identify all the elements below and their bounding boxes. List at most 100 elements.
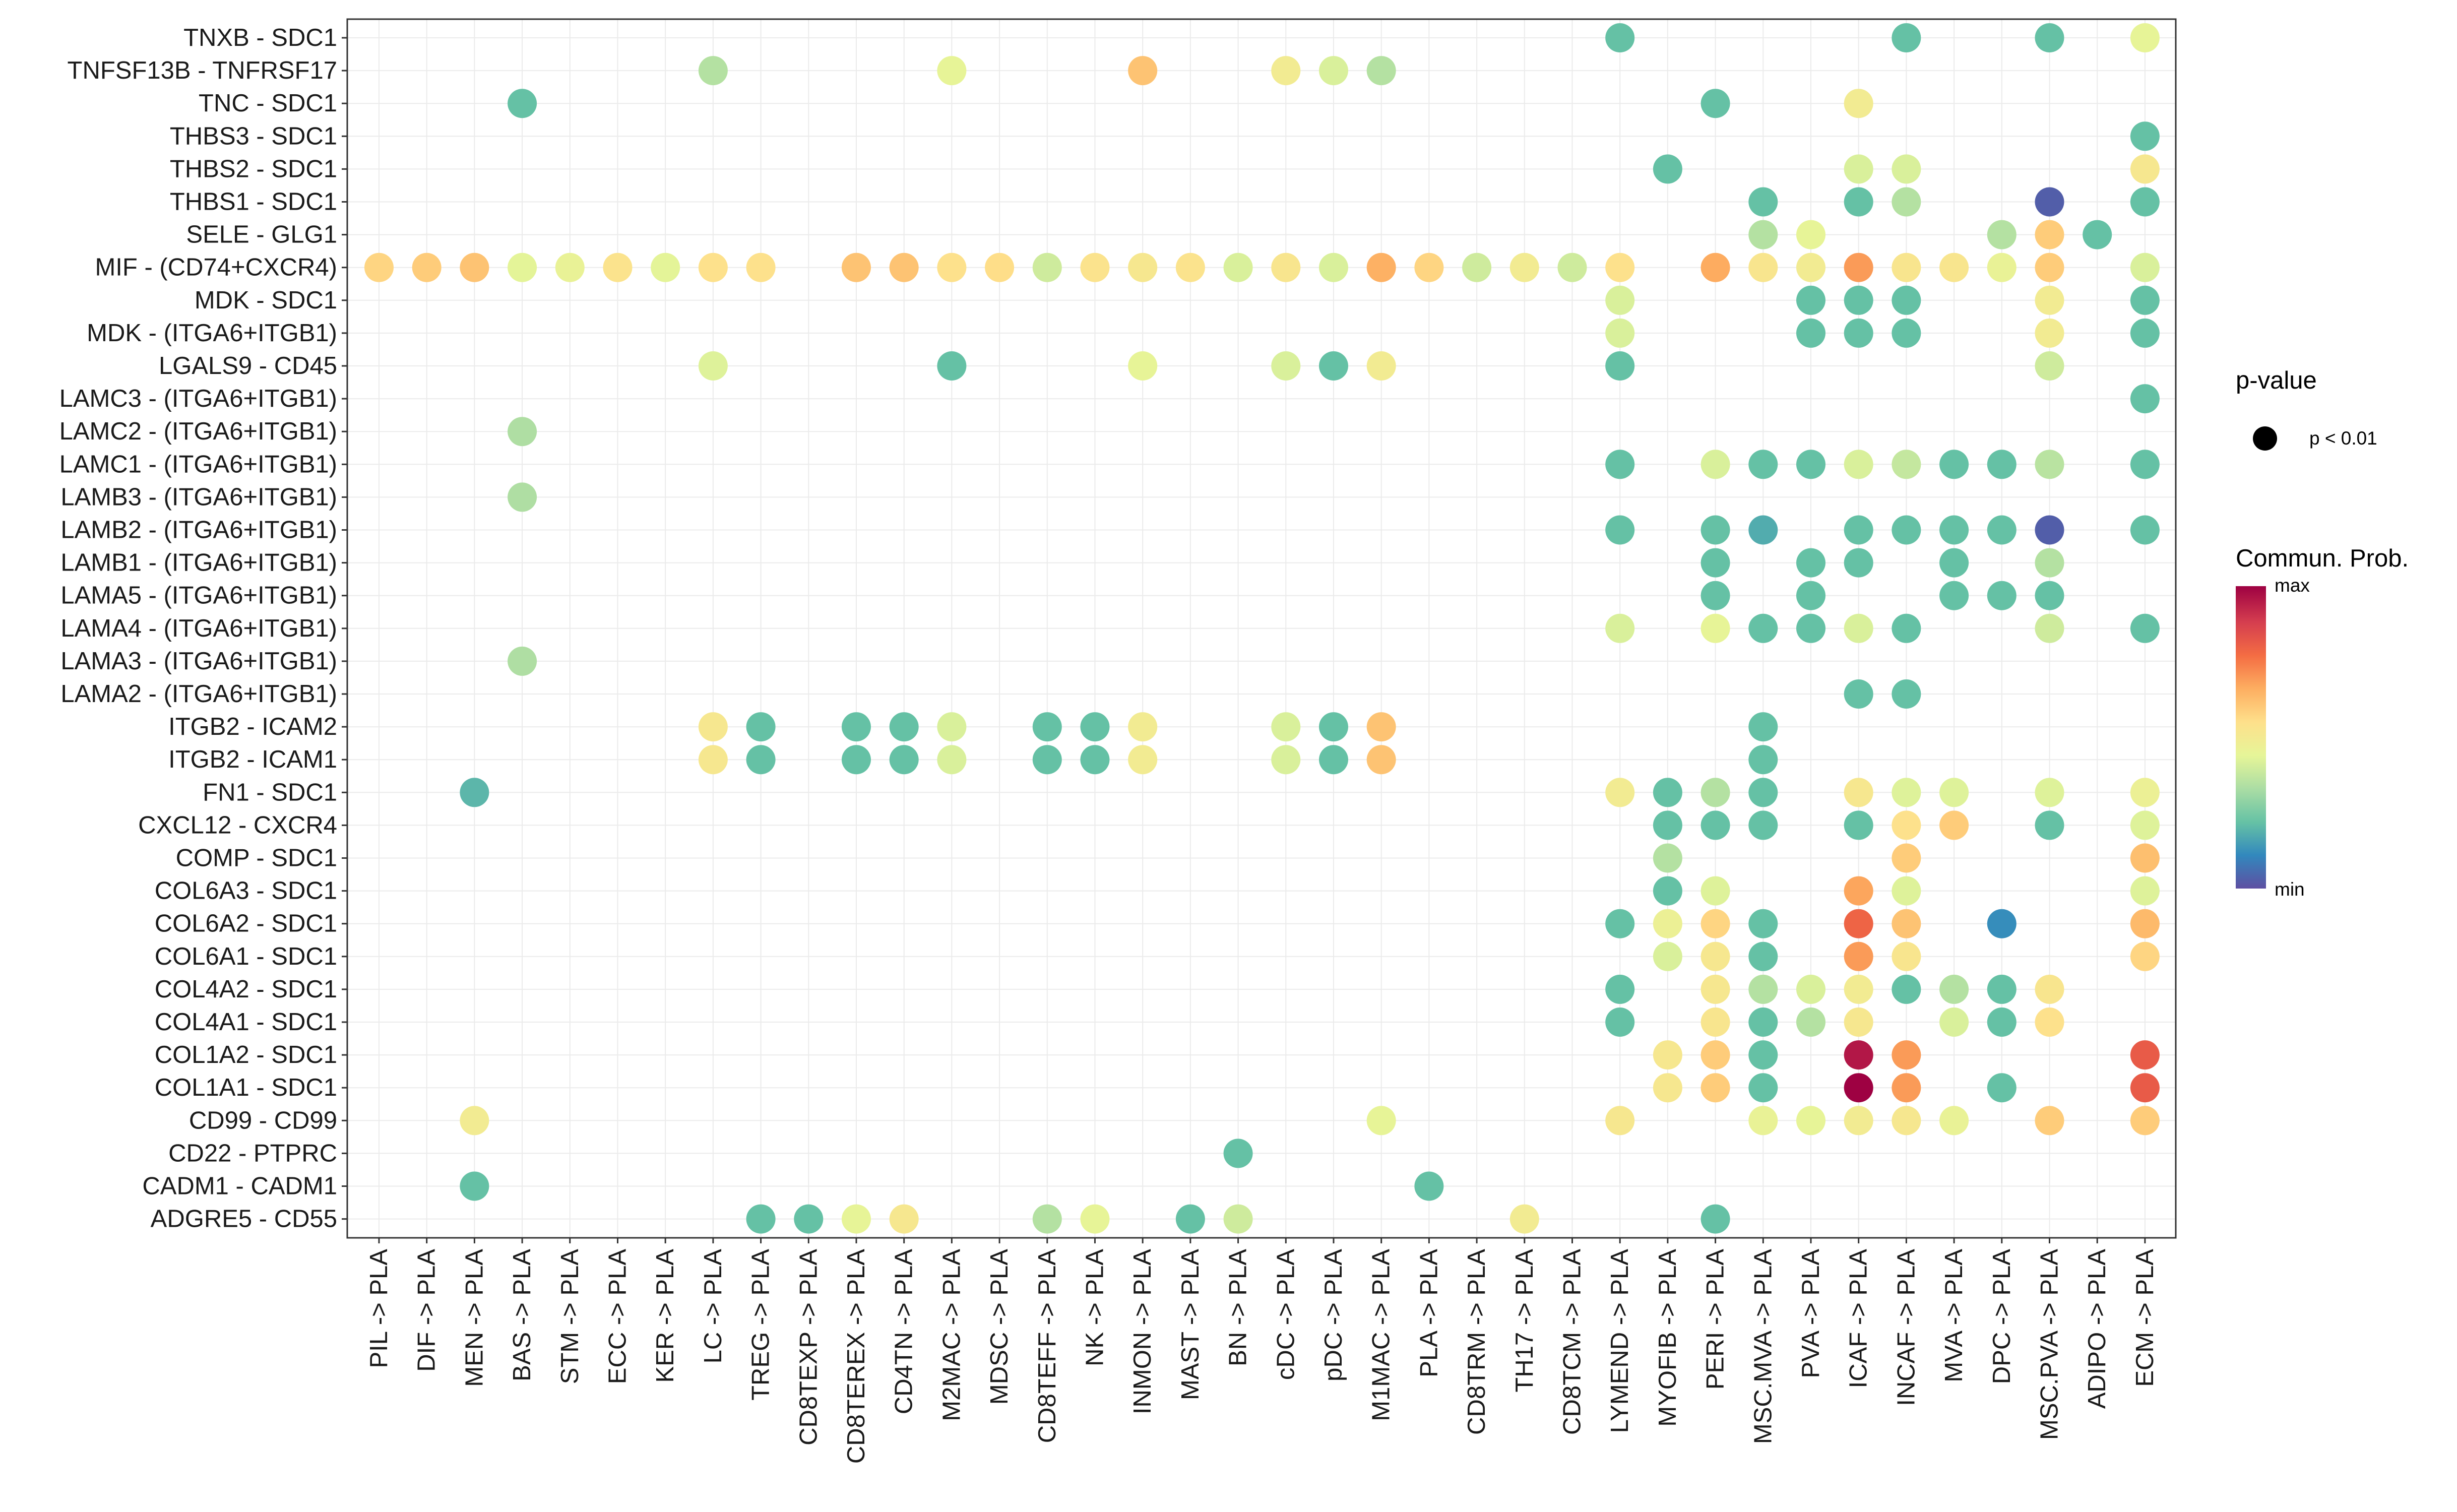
prob-legend-title: Commun. Prob. — [2236, 545, 2409, 572]
data-point — [842, 745, 871, 775]
data-point — [2035, 318, 2064, 348]
data-point — [1700, 974, 1730, 1004]
data-point — [937, 56, 967, 86]
data-point — [842, 712, 871, 742]
data-point — [1462, 253, 1492, 282]
data-point — [1366, 253, 1396, 282]
data-point — [1605, 974, 1635, 1004]
data-point — [1796, 1106, 1825, 1136]
data-point — [1939, 810, 1969, 840]
y-tick-label: SELE - GLG1 — [186, 221, 337, 248]
data-point — [889, 712, 919, 742]
data-point — [1605, 909, 1635, 938]
y-tick-label: THBS2 - SDC1 — [170, 155, 337, 182]
y-tick-label: COMP - SDC1 — [176, 845, 337, 872]
data-point — [2130, 810, 2160, 840]
pvalue-legend-title: p-value — [2236, 367, 2317, 394]
data-point — [1892, 285, 1921, 315]
data-point — [1796, 253, 1825, 282]
x-tick-label: MDSC -> PLA — [986, 1249, 1013, 1405]
y-tick-label: LAMB3 - (ITGA6+ITGB1) — [60, 483, 337, 511]
data-point — [1700, 1007, 1730, 1037]
data-point — [1366, 745, 1396, 775]
data-point — [1844, 1106, 1873, 1136]
data-point — [698, 253, 728, 282]
y-tick-label: COL1A2 - SDC1 — [155, 1041, 337, 1068]
pvalue-legend-label: p < 0.01 — [2309, 428, 2377, 449]
y-tick-label: MIF - (CD74+CXCR4) — [95, 254, 337, 281]
data-point — [1319, 712, 1348, 742]
data-point — [1748, 1106, 1778, 1136]
data-point — [1032, 253, 1062, 282]
data-point — [2130, 909, 2160, 938]
data-point — [1223, 253, 1253, 282]
data-point — [2130, 515, 2160, 545]
data-point — [1748, 745, 1778, 775]
data-point — [1892, 1073, 1921, 1103]
y-tick-label: LAMC1 - (ITGA6+ITGB1) — [59, 451, 337, 478]
data-point — [889, 1204, 919, 1234]
data-point — [1700, 1073, 1730, 1103]
data-point — [1748, 187, 1778, 217]
data-point — [698, 351, 728, 381]
y-tick-label: ADGRE5 - CD55 — [151, 1206, 337, 1233]
y-tick-label: CD99 - CD99 — [189, 1107, 337, 1134]
data-point — [1748, 810, 1778, 840]
y-tick-label: TNFSF13B - TNFRSF17 — [68, 57, 337, 84]
x-tick-label: ADIPO -> PLA — [2084, 1249, 2111, 1409]
x-tick-label: TREG -> PLA — [747, 1249, 775, 1401]
data-point — [460, 253, 489, 282]
data-point — [1319, 253, 1348, 282]
data-point — [1844, 679, 1873, 709]
data-point — [1748, 712, 1778, 742]
x-tick-label: STM -> PLA — [556, 1249, 584, 1384]
data-point — [1939, 581, 1969, 610]
data-point — [2035, 974, 2064, 1004]
data-points — [364, 23, 2160, 1234]
x-tick-label: MYOFIB -> PLA — [1654, 1249, 1681, 1427]
data-point — [1700, 515, 1730, 545]
prob-legend-max: max — [2275, 575, 2310, 596]
data-point — [1892, 974, 1921, 1004]
x-tick-label: INCAF -> PLA — [1893, 1249, 1920, 1406]
data-point — [2035, 187, 2064, 217]
y-axis-labels: TNXB - SDC1 TNFSF13B - TNFRSF17 TNC - SDC1… — [59, 24, 347, 1233]
data-point — [1700, 89, 1730, 118]
data-point — [1700, 613, 1730, 643]
data-point — [1987, 515, 2017, 545]
y-tick-label: TNXB - SDC1 — [183, 24, 337, 51]
data-point — [2130, 384, 2160, 414]
data-point — [1080, 253, 1110, 282]
data-point — [1939, 778, 1969, 807]
prob-legend-min: min — [2275, 879, 2305, 900]
data-point — [1080, 745, 1110, 775]
data-point — [1700, 909, 1730, 938]
y-tick-label: LAMC2 - (ITGA6+ITGB1) — [59, 418, 337, 445]
y-tick-label: LAMA4 - (ITGA6+ITGB1) — [60, 615, 337, 642]
data-point — [1892, 613, 1921, 643]
data-point — [1605, 351, 1635, 381]
data-point — [1748, 1007, 1778, 1037]
x-tick-label: ECM -> PLA — [2131, 1249, 2159, 1387]
data-point — [1175, 253, 1205, 282]
x-tick-label: INMON -> PLA — [1129, 1249, 1156, 1414]
x-tick-label: M1MAC -> PLA — [1368, 1249, 1395, 1421]
x-tick-label: PIL -> PLA — [365, 1249, 393, 1368]
data-point — [1032, 1204, 1062, 1234]
data-point — [889, 253, 919, 282]
data-point — [1939, 253, 1969, 282]
data-point — [1605, 23, 1635, 52]
data-point — [1700, 1040, 1730, 1070]
data-point — [1748, 974, 1778, 1004]
data-point — [2130, 450, 2160, 479]
data-point — [1939, 974, 1969, 1004]
data-point — [1844, 876, 1873, 906]
data-point — [1319, 745, 1348, 775]
data-point — [1892, 253, 1921, 282]
data-point — [1987, 1073, 2017, 1103]
data-point — [746, 712, 776, 742]
y-tick-label: THBS1 - SDC1 — [170, 188, 337, 216]
data-point — [364, 253, 394, 282]
data-point — [1128, 56, 1158, 86]
data-point — [1271, 712, 1301, 742]
